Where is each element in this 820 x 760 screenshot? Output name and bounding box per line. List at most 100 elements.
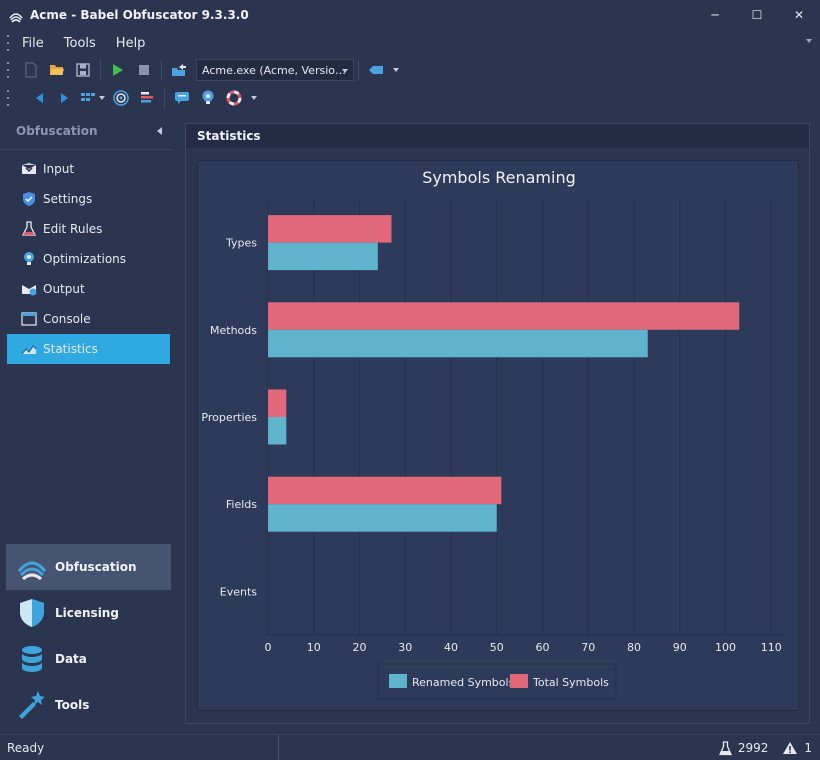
x-tick-label: 90 xyxy=(673,641,687,654)
menu-help[interactable]: Help xyxy=(115,35,146,51)
open-folder-icon xyxy=(50,65,64,75)
output-icon xyxy=(21,281,37,297)
legend-label: Renamed Symbols xyxy=(412,676,515,689)
section-data[interactable]: Data xyxy=(6,636,171,682)
new-file-button[interactable] xyxy=(18,58,44,82)
sidebar-item-console[interactable]: Console xyxy=(7,304,170,334)
bar-renamed-symbols xyxy=(268,417,287,445)
x-tick-label: 40 xyxy=(444,641,458,654)
sidebar-item-label: Console xyxy=(43,312,91,326)
maximize-button[interactable]: ☐ xyxy=(751,8,763,22)
view-grid-button[interactable] xyxy=(78,86,108,110)
y-category-label: Methods xyxy=(210,324,257,337)
sidebar-item-label: Statistics xyxy=(43,342,98,356)
bulb-button[interactable] xyxy=(195,86,221,110)
menu-file[interactable]: File xyxy=(22,35,44,51)
toolbar-grip[interactable] xyxy=(4,90,12,106)
chart-container: Symbols Renaming 0 10 20 30 40 50 60 70 80 90 100 11… xyxy=(197,160,799,711)
new-file-icon xyxy=(25,62,37,78)
toolbar-separator xyxy=(358,60,359,80)
x-tick-label: 110 xyxy=(761,641,782,654)
forward-button[interactable] xyxy=(52,86,78,110)
open-button[interactable] xyxy=(44,58,70,82)
secondary-toolbar xyxy=(0,84,820,112)
back-arrow-icon xyxy=(36,93,43,103)
back-button[interactable] xyxy=(26,86,52,110)
sidebar-item-statistics[interactable]: Statistics xyxy=(7,334,170,364)
bar-total-symbols xyxy=(268,215,392,243)
tag-dropdown[interactable] xyxy=(389,58,403,82)
comment-button[interactable] xyxy=(169,86,195,110)
section-licensing[interactable]: Licensing xyxy=(6,590,171,636)
menu-tools[interactable]: Tools xyxy=(63,35,96,51)
rules-count-indicator[interactable]: 2992 xyxy=(718,740,768,756)
y-category-label: Events xyxy=(220,585,258,598)
target-button[interactable] xyxy=(108,86,134,110)
shield-check-icon xyxy=(21,191,37,207)
panel-title: Statistics xyxy=(186,124,809,148)
title-bar: Acme - Babel Obfuscator 9.3.3.0 ─ ☐ ✕ xyxy=(0,0,820,30)
export-button[interactable] xyxy=(166,58,192,82)
chevron-down-icon xyxy=(393,68,399,72)
legend-swatch xyxy=(389,674,407,688)
symbols-renaming-chart: Symbols Renaming 0 10 20 30 40 50 60 70 80 90 100 11… xyxy=(201,168,785,700)
sidebar-item-output[interactable]: Output xyxy=(7,274,170,304)
bulb-icon xyxy=(21,251,37,267)
target-icon xyxy=(113,90,129,106)
run-button[interactable] xyxy=(105,58,131,82)
sidebar-item-input[interactable]: Input xyxy=(7,154,170,184)
status-text: Ready xyxy=(0,734,279,760)
app-logo-icon xyxy=(9,13,23,23)
x-tick-label: 10 xyxy=(307,641,321,654)
chevron-down-icon xyxy=(342,69,348,73)
bar-renamed-symbols xyxy=(268,504,497,532)
sidebar-item-label: Output xyxy=(43,282,85,296)
x-tick-label: 100 xyxy=(715,641,736,654)
bar-total-symbols xyxy=(268,302,740,330)
export-icon xyxy=(172,64,186,76)
x-tick-label: 50 xyxy=(490,641,504,654)
list-button[interactable] xyxy=(134,86,160,110)
sidebar-item-label: Settings xyxy=(43,192,93,206)
section-tools[interactable]: Tools xyxy=(6,682,171,728)
menu-grip[interactable] xyxy=(4,35,12,51)
tag-icon xyxy=(369,66,383,74)
toolbar-grip[interactable] xyxy=(4,62,12,78)
console-icon xyxy=(21,311,37,327)
warning-icon xyxy=(783,742,798,754)
bar-renamed-symbols xyxy=(268,329,648,358)
list-icon xyxy=(141,92,153,103)
sidebar-item-settings[interactable]: Settings xyxy=(7,184,170,214)
y-category-label: Properties xyxy=(201,411,257,424)
section-label: Tools xyxy=(55,698,90,712)
sidebar-item-label: Edit Rules xyxy=(43,222,103,236)
sidebar-header-label: Obfuscation xyxy=(16,123,98,138)
flask-icon xyxy=(21,221,37,237)
sidebar-item-edit-rules[interactable]: Edit Rules xyxy=(7,214,170,244)
chevron-down-icon xyxy=(99,96,105,100)
collapse-icon[interactable] xyxy=(157,127,162,135)
sidebar-item-label: Input xyxy=(43,162,75,176)
bulb-icon xyxy=(202,90,214,104)
close-button[interactable]: ✕ xyxy=(793,8,805,22)
lifebuoy-button[interactable] xyxy=(221,86,247,110)
assembly-select[interactable]: Acme.exe (Acme, Versio… xyxy=(196,59,354,81)
more-tools-dropdown[interactable] xyxy=(247,86,261,110)
x-tick-label: 30 xyxy=(398,641,412,654)
forward-arrow-icon xyxy=(61,93,68,103)
stop-button[interactable] xyxy=(131,58,157,82)
save-icon xyxy=(76,63,90,77)
assembly-select-value: Acme.exe (Acme, Versio… xyxy=(202,63,346,77)
minimize-button[interactable]: ─ xyxy=(711,8,719,22)
legend-swatch xyxy=(510,674,528,688)
section-label: Licensing xyxy=(55,606,119,620)
section-obfuscation[interactable]: Obfuscation xyxy=(6,544,171,590)
toolbar-separator xyxy=(161,60,162,80)
section-label: Data xyxy=(55,652,87,666)
save-button[interactable] xyxy=(70,58,96,82)
toolbar-separator xyxy=(100,60,101,80)
warnings-indicator[interactable]: 1 xyxy=(782,741,812,755)
sidebar-item-optimizations[interactable]: Optimizations xyxy=(7,244,170,274)
tag-button[interactable] xyxy=(363,58,389,82)
menu-overflow-icon[interactable] xyxy=(806,39,812,43)
